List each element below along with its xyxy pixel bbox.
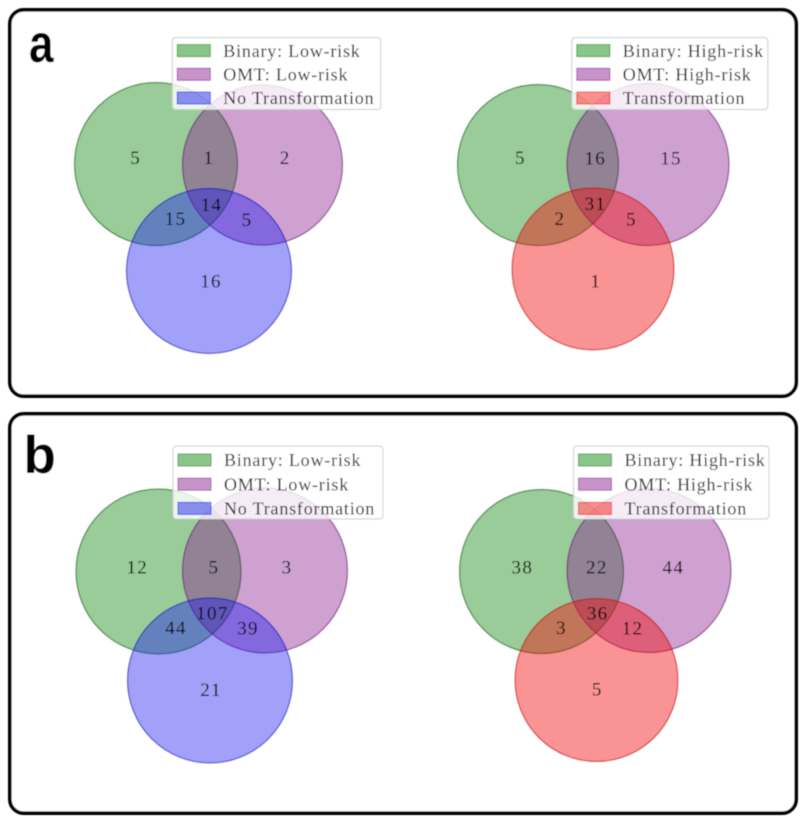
svg-text:a: a	[29, 14, 54, 74]
svg-text:Transformation: Transformation	[625, 499, 748, 519]
svg-text:39: 39	[237, 618, 259, 639]
svg-text:14: 14	[201, 195, 223, 216]
svg-text:31: 31	[585, 194, 607, 215]
svg-text:22: 22	[586, 557, 608, 578]
svg-text:OMT: Low-risk: OMT: Low-risk	[223, 65, 348, 85]
svg-text:Binary: High-risk: Binary: High-risk	[625, 450, 766, 470]
svg-text:44: 44	[663, 557, 685, 578]
svg-text:OMT: High-risk: OMT: High-risk	[625, 474, 754, 494]
svg-text:Transformation: Transformation	[623, 88, 746, 108]
svg-text:OMT: Low-risk: OMT: Low-risk	[224, 474, 349, 494]
svg-text:12: 12	[622, 619, 644, 640]
svg-text:36: 36	[587, 603, 609, 624]
svg-text:Binary: Low-risk: Binary: Low-risk	[223, 41, 360, 61]
svg-text:12: 12	[126, 557, 148, 578]
svg-text:1: 1	[590, 272, 600, 293]
svg-text:Binary: High-risk: Binary: High-risk	[623, 41, 764, 61]
svg-text:15: 15	[165, 209, 187, 230]
svg-text:107: 107	[196, 604, 228, 625]
svg-text:5: 5	[208, 557, 218, 578]
svg-text:No Transformation: No Transformation	[224, 499, 375, 519]
svg-text:44: 44	[165, 618, 187, 639]
svg-text:5: 5	[130, 148, 140, 169]
svg-text:1: 1	[203, 148, 213, 169]
svg-text:5: 5	[515, 148, 525, 169]
svg-text:15: 15	[660, 148, 682, 169]
svg-text:Binary: Low-risk: Binary: Low-risk	[224, 450, 361, 470]
svg-text:5: 5	[592, 680, 602, 701]
svg-text:38: 38	[512, 557, 534, 578]
svg-text:21: 21	[200, 680, 222, 701]
svg-text:OMT: High-risk: OMT: High-risk	[623, 65, 752, 85]
svg-text:2: 2	[280, 148, 290, 169]
svg-text:3: 3	[556, 618, 566, 639]
svg-text:b: b	[24, 426, 56, 485]
svg-text:5: 5	[626, 210, 636, 231]
svg-text:16: 16	[584, 148, 606, 169]
svg-text:No Transformation: No Transformation	[223, 88, 374, 108]
svg-text:5: 5	[242, 210, 252, 231]
svg-text:2: 2	[554, 209, 564, 230]
svg-text:16: 16	[200, 272, 222, 293]
svg-text:3: 3	[282, 557, 292, 578]
